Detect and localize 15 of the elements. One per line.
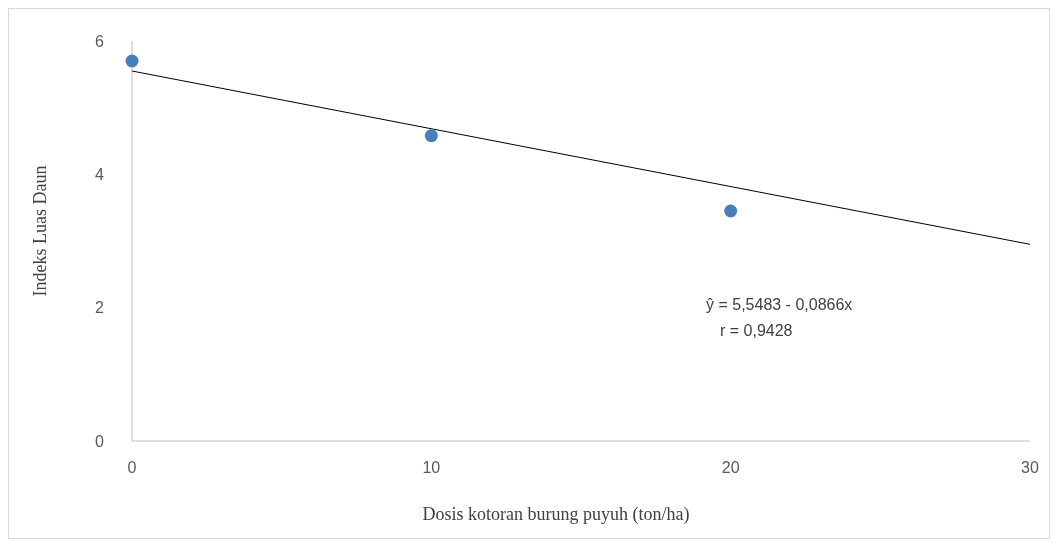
y-tick-label: 2: [95, 299, 105, 317]
x-axis-title: Dosis kotoran burung puyuh (ton/ha): [422, 504, 690, 525]
annotation: ŷ = 5,5483 - 0,0866x: [706, 296, 853, 313]
point: [125, 54, 139, 68]
point: [424, 129, 438, 143]
x-tick-label: 20: [721, 459, 740, 476]
annotation: r = 0,9428: [720, 322, 793, 339]
y-axis-title: Indeks Luas Daun: [30, 165, 50, 297]
x-tick-label: 10: [422, 459, 441, 476]
x-tick-label: 0: [127, 459, 137, 476]
y-tick-label: 6: [95, 32, 105, 50]
point: [724, 204, 738, 218]
y-tick-label: 4: [95, 165, 105, 183]
x-tick-label: 30: [1021, 459, 1039, 476]
y-tick-label: 0: [95, 432, 105, 450]
